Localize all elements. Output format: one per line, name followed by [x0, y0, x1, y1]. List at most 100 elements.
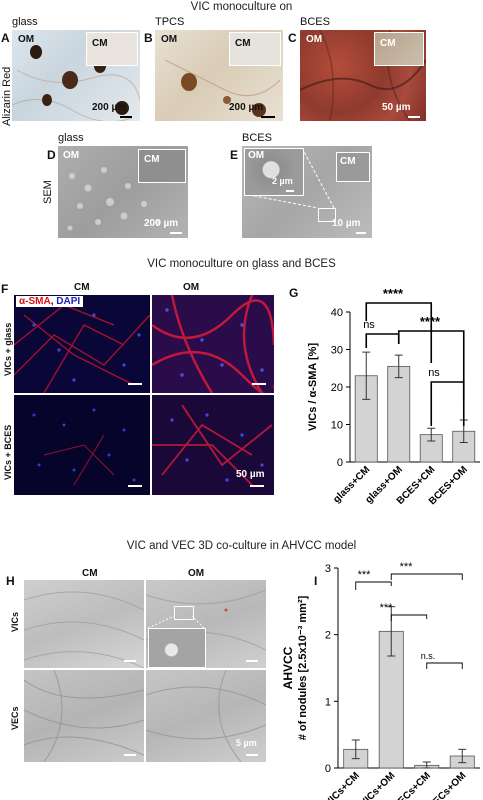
panel-letter-i: I [314, 574, 318, 588]
col-label-cm-f: CM [74, 282, 90, 293]
label-cm-c: CM [380, 38, 396, 49]
chart-i: 0 1 2 3 # of nodules [2.5x10⁻³ mm²]AHVCC VICs… [281, 561, 480, 800]
inset-zoom-h [148, 628, 206, 668]
sig1-i: *** [358, 569, 372, 581]
col-label-om-f: OM [183, 282, 200, 293]
panel-letter-g: G [289, 286, 299, 300]
col-label-cm-h: CM [82, 568, 98, 579]
scalebar-h3 [124, 754, 136, 756]
inset-cm-d [138, 149, 186, 183]
sem-h-vics-om [146, 580, 266, 668]
chart-i-ytick-label: 3 [325, 563, 331, 575]
bracket-ns1-g [365, 333, 400, 348]
row-label-vics-h: VICs [10, 611, 20, 632]
label-cm-a: CM [92, 38, 108, 49]
section-title-2: VIC monoculture on glass and BCES [147, 258, 336, 270]
label-om-e: OM [248, 150, 265, 161]
alizarin-cells-b [164, 59, 281, 117]
chart-g-ytick-label: 40 [331, 307, 343, 319]
panel-c-title: BCES [300, 16, 330, 28]
inset-zoom-e [244, 148, 304, 196]
fluorescence-f-bces-om: 50 µm [152, 395, 274, 495]
micrograph-a: OM CM 200 µm [12, 30, 140, 121]
panel-letter-b: B [144, 31, 153, 45]
scale-label-c: 50 µm [382, 102, 411, 113]
sig-top-g: **** [383, 286, 404, 301]
sem-fibers-h3 [24, 670, 144, 762]
bracket-sig4-i [426, 662, 463, 669]
scale-label-h: 5 µm [236, 738, 257, 748]
chart-i-ylabel: # of nodules [2.5x10⁻³ mm²] [297, 595, 309, 740]
row-label-vecs-h: VECs [10, 706, 20, 730]
sem-fibers-h1 [24, 591, 144, 668]
scale-label-f: 50 µm [236, 469, 265, 480]
fluor-pattern-1 [14, 304, 150, 393]
panel-letter-c: C [288, 31, 297, 45]
panel-letter-h: H [6, 574, 15, 588]
scale-label-e: 10 µm [332, 218, 361, 229]
legend-sep: , [50, 296, 57, 307]
row-label-vics-bces: VICs + BCES [3, 424, 13, 480]
scalebar-h2 [246, 660, 258, 662]
sig3-i: *** [380, 602, 394, 614]
legend-alpha-sma: α-SMA [19, 296, 51, 307]
alizarin-cells-a [12, 45, 140, 121]
scalebar-b [261, 116, 275, 118]
label-cm-e: CM [340, 156, 356, 167]
col-label-om-h: OM [188, 568, 205, 579]
legend-dapi: DAPI [56, 296, 81, 307]
label-cm-d: CM [144, 154, 160, 165]
inset-scalebar-e [286, 190, 294, 192]
fluorescence-f-bces-cm [14, 395, 150, 495]
panel-letter-a: A [1, 31, 10, 45]
chart-i-ytick-label: 2 [325, 630, 331, 642]
chart-i-ylabel-top: AHVCC [281, 646, 295, 689]
sig2-i: *** [400, 561, 414, 573]
bracket-mid-g [397, 330, 465, 401]
sig-ns2-g: ns [428, 367, 440, 379]
section-title-3: VIC and VEC 3D co-culture in AHVCC model [126, 540, 357, 552]
scalebar-d [170, 232, 182, 234]
panel-letter-e: E [230, 148, 239, 162]
label-cm-b: CM [235, 38, 251, 49]
panel-a-title: glass [12, 16, 38, 28]
scalebar-f4 [250, 485, 264, 487]
panel-letter-f: F [1, 282, 9, 296]
bracket-sig2-i [390, 573, 463, 580]
scale-label-d: 200 µm [144, 218, 179, 229]
scalebar-a [120, 116, 132, 118]
chart-i-xtick-label: VICs+OM [358, 770, 397, 800]
inset-cm-b [229, 32, 281, 66]
micrograph-e: OM CM 2 µm 10 µm [242, 146, 372, 238]
bracket-top-g [365, 302, 433, 363]
sig-ns1-g: ns [363, 319, 375, 331]
chart-g-ytick-label: 20 [331, 382, 343, 394]
legend-f: α-SMA, DAPI [16, 296, 84, 307]
panel-d-title: glass [58, 132, 84, 144]
scalebar-f2 [252, 383, 266, 385]
roi-box-h [174, 606, 194, 620]
sem-fibers-h4 [146, 670, 266, 762]
scalebar-f3 [128, 485, 142, 487]
fluorescence-f-glass-om [152, 295, 274, 393]
panel-b-title: TPCS [155, 16, 185, 28]
chart-g-bar [387, 365, 411, 463]
scale-label-b: 200 µm [229, 102, 264, 113]
inset-scale-label-e: 2 µm [272, 176, 293, 186]
inset-cm-c [374, 32, 424, 66]
significance-g: **** ns **** ns [363, 286, 465, 426]
label-om-b: OM [161, 34, 178, 45]
row-label-vics-glass: VICs + glass [3, 322, 13, 376]
inset-cm-a [86, 32, 138, 66]
panel-letter-d: D [47, 148, 56, 162]
bracket-sig3-i [390, 614, 428, 621]
scalebar-f1 [128, 383, 142, 385]
fluor-pattern-2 [152, 295, 274, 393]
panel-e-title: BCES [242, 132, 272, 144]
chart-g-ytick-label: 0 [337, 457, 343, 469]
scalebar-h1 [124, 660, 136, 662]
fluorescence-f-glass-cm: α-SMA, DAPI [14, 295, 150, 393]
sem-row-label: SEM [42, 180, 54, 204]
roi-box-e [318, 208, 336, 222]
